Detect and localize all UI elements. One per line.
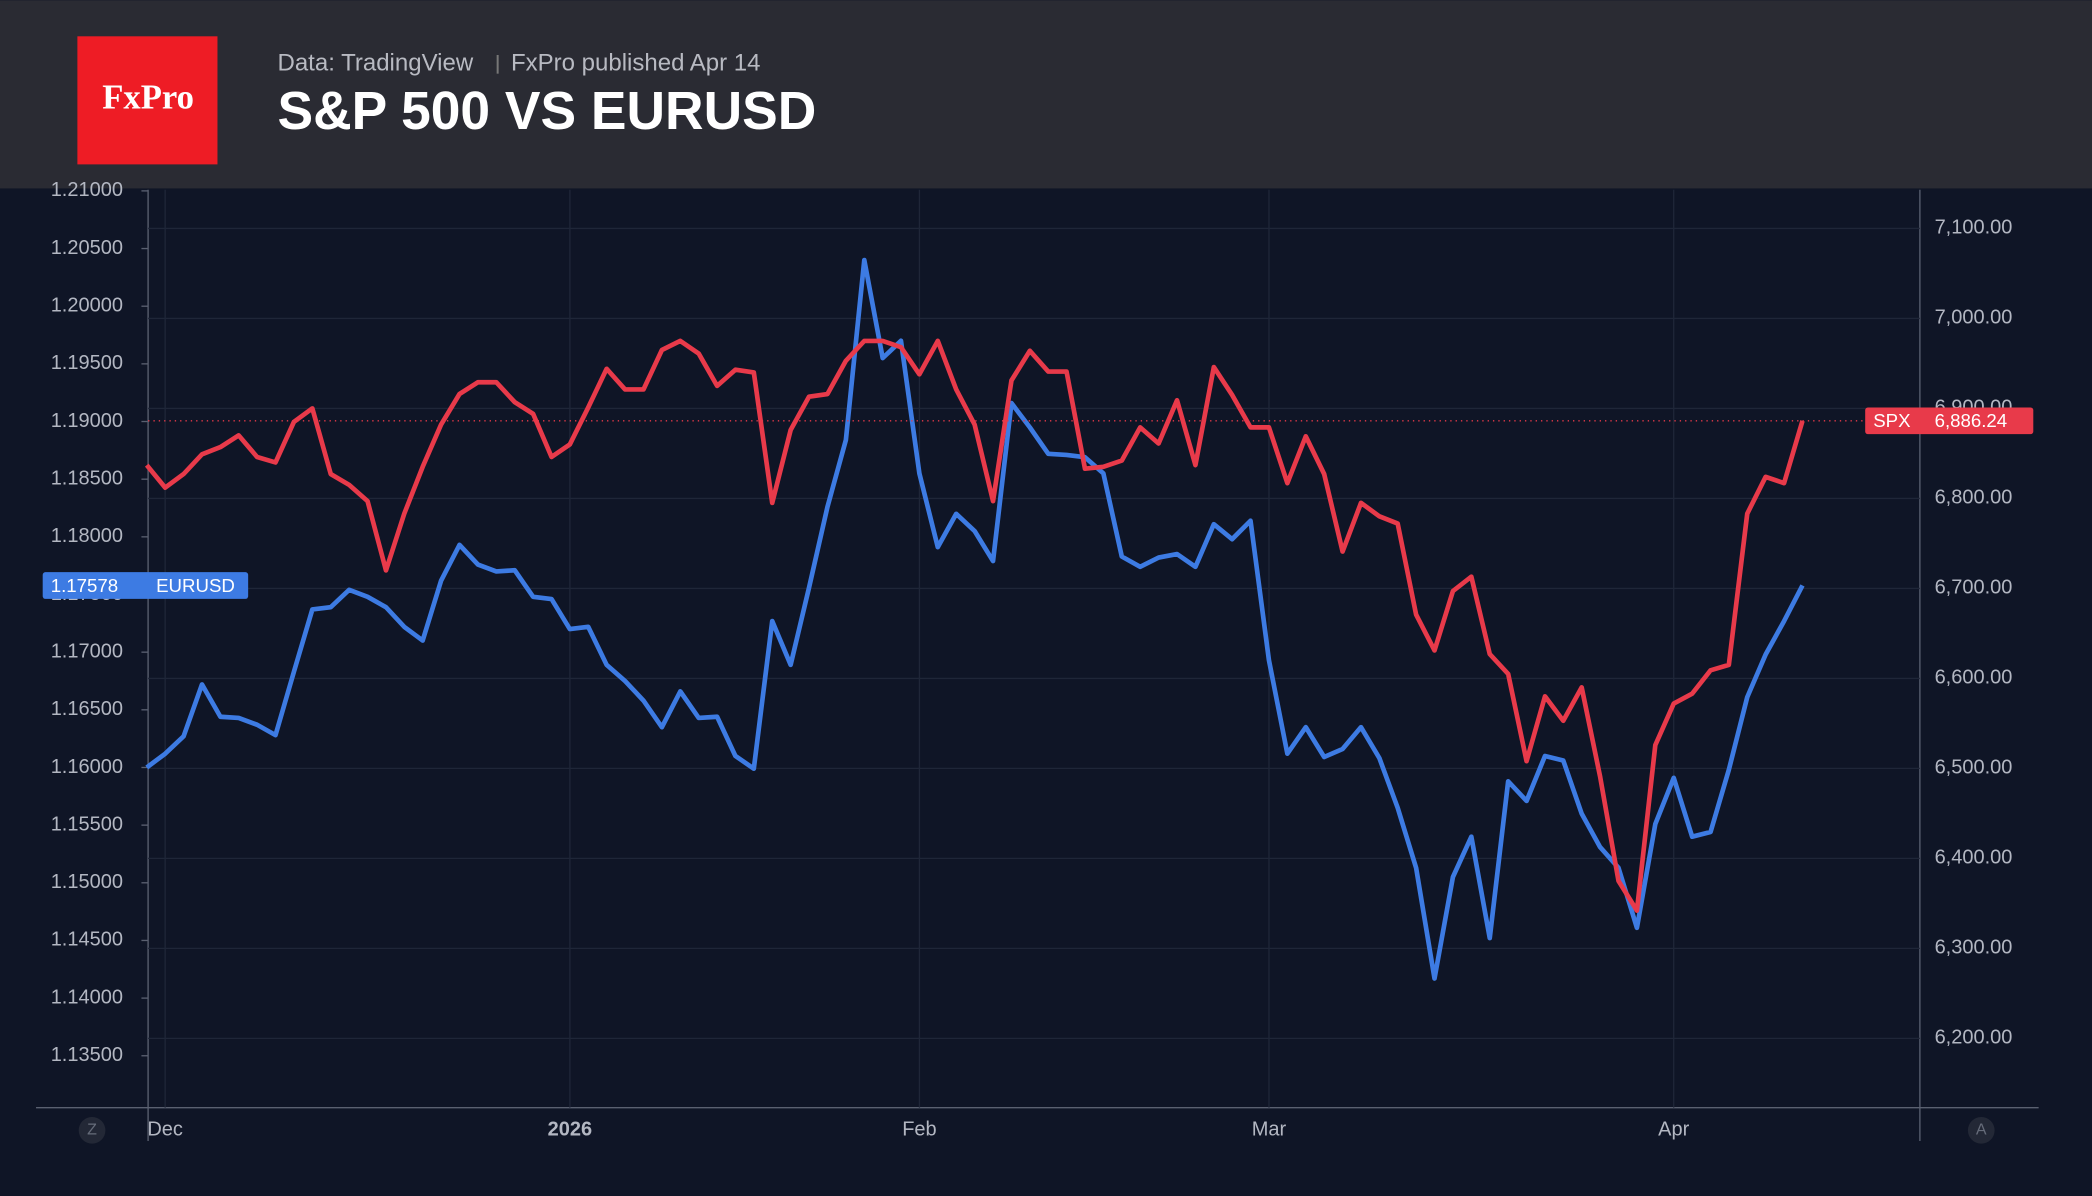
line-series <box>144 338 1805 913</box>
y-tick-label: 1.18000 <box>51 525 123 547</box>
control-a-label[interactable]: A <box>1976 1122 1987 1139</box>
last-value-badge <box>1865 407 2034 435</box>
chart-title: S&P 500 VS EURUSD <box>278 82 817 141</box>
series-name: SPX <box>1873 410 1911 431</box>
y-tick-label: 1.14500 <box>51 929 123 951</box>
y2-tick-label: 7,100.00 <box>1935 217 2013 239</box>
logo-text: FxPro <box>102 77 194 116</box>
y-tick-label: 1.21000 <box>51 179 123 201</box>
last-value-label: 6,886.24 <box>1935 410 2008 431</box>
logo <box>77 36 218 165</box>
control-a[interactable] <box>1967 1116 1995 1144</box>
y-tick-label: 1.15500 <box>51 813 123 835</box>
line-series <box>145 257 1805 981</box>
y-tick-label: 1.19000 <box>51 410 123 432</box>
y2-tick-label: 6,300.00 <box>1935 937 2013 959</box>
y-tick-label: 1.20000 <box>51 294 123 316</box>
y2-tick-label: 7,000.00 <box>1935 307 2013 329</box>
x-tick-label: Apr <box>1658 1119 1689 1141</box>
y2-tick-label: 6,200.00 <box>1935 1027 2013 1049</box>
y2-tick-label: 6,600.00 <box>1935 667 2013 689</box>
y-tick-label: 1.18500 <box>51 467 123 489</box>
y-tick-label: 1.16000 <box>51 756 123 778</box>
y-tick-label: 1.17000 <box>51 640 123 662</box>
last-value-label: 1.17578 <box>51 575 118 596</box>
y2-tick-label: 6,400.00 <box>1935 847 2013 869</box>
y-tick-label: 1.20500 <box>51 237 123 259</box>
x-tick-label: Dec <box>147 1119 183 1141</box>
y-tick-label: 1.13500 <box>51 1044 123 1066</box>
x-tick-label: Mar <box>1252 1119 1287 1141</box>
y2-tick-label: 6,700.00 <box>1935 577 2013 599</box>
published: FxPro published Apr 14 <box>511 50 760 77</box>
y2-tick-label: 6,500.00 <box>1935 757 2013 779</box>
y-tick-label: 1.16500 <box>51 698 123 720</box>
last-value-badge <box>42 572 249 599</box>
header-band <box>0 0 2092 189</box>
series-name: EURUSD <box>156 575 235 596</box>
y-tick-label: 1.19500 <box>51 352 123 374</box>
control-z[interactable] <box>78 1116 106 1144</box>
y-tick-label: 1.15000 <box>51 871 123 893</box>
x-tick-label: 2026 <box>548 1119 593 1141</box>
y-tick-label: 1.14000 <box>51 986 123 1008</box>
source: Data: TradingView <box>278 50 474 77</box>
control-z-label[interactable]: Z <box>87 1122 97 1139</box>
x-tick-label: Feb <box>902 1119 936 1141</box>
y2-tick-label: 6,800.00 <box>1935 487 2013 509</box>
